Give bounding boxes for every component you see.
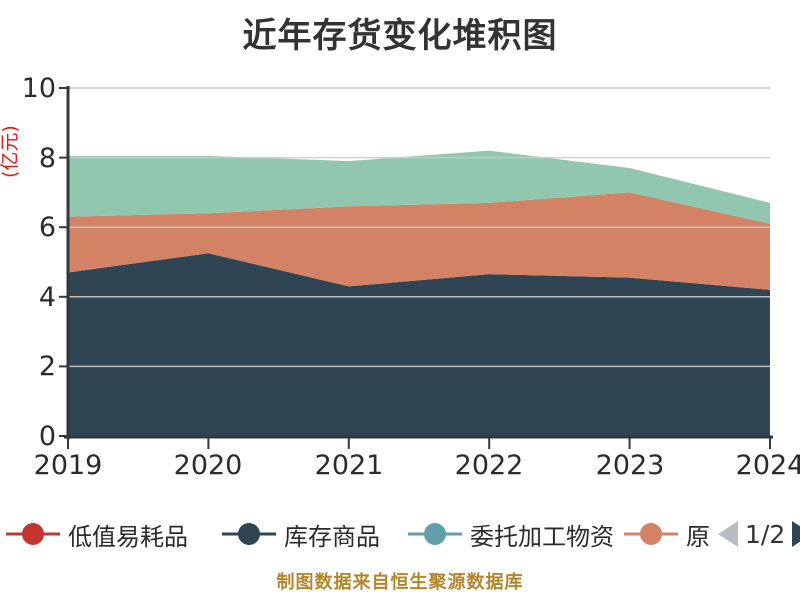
x-tick-label: 2020 — [174, 450, 243, 481]
legend-item-label: 库存商品 — [284, 522, 380, 551]
legend-item-stock-goods[interactable]: 库存商品 — [222, 517, 380, 552]
area-series-unnamed — [68, 150, 770, 224]
y-tick-label: 10 — [22, 73, 56, 104]
y-tick-label: 2 — [39, 351, 56, 382]
x-tick-label: 2021 — [315, 450, 384, 481]
legend-item-label: 委托加工物资 — [470, 522, 614, 551]
legend-item-consigned-processing-materials[interactable]: 委托加工物资 — [408, 517, 614, 552]
area-series-库存商品 — [68, 253, 770, 436]
legend-line-circle-icon — [222, 523, 276, 545]
legend-line-circle-icon — [408, 523, 462, 545]
y-tick-labels: 0 2 4 6 8 10 — [22, 73, 56, 452]
legend-page-indicator: 1/2 — [745, 519, 786, 549]
stacked-area-chart: 0 2 4 6 8 10 2019 2020 2021 2022 2023 20… — [0, 73, 800, 481]
legend-next-page-icon[interactable] — [792, 521, 800, 547]
y-axis-unit-label: (亿元) — [0, 125, 21, 178]
x-tick-label: 2023 — [596, 450, 665, 481]
area-series-group — [68, 150, 770, 436]
gridlines — [68, 87, 770, 368]
chart-title: 近年存货变化堆积图 — [242, 16, 558, 56]
data-source-caption: 制图数据来自恒生聚源数据库 — [276, 572, 524, 593]
area-series-原 — [68, 192, 770, 290]
legend-line-circle-icon — [624, 523, 678, 545]
x-tick-label: 2024 — [736, 450, 800, 481]
legend-item-label: 原 — [686, 522, 710, 551]
y-tick-label: 0 — [39, 421, 56, 452]
legend: 低值易耗品 库存商品 委托加工物资 原 1/2 — [0, 514, 800, 554]
legend-pager: 1/2 — [718, 520, 800, 549]
legend-line-circle-icon — [6, 523, 60, 545]
x-tick-label: 2019 — [34, 450, 103, 481]
legend-item-label: 低值易耗品 — [68, 522, 188, 551]
x-tick-labels: 2019 2020 2021 2022 2023 2024 — [34, 450, 800, 481]
legend-item-low-value-consumables[interactable]: 低值易耗品 — [6, 517, 188, 552]
legend-prev-page-icon[interactable] — [718, 521, 738, 547]
y-tick-label: 6 — [39, 212, 56, 243]
x-tick-label: 2022 — [455, 450, 524, 481]
y-tick-label: 4 — [39, 282, 56, 313]
y-tick-label: 8 — [39, 143, 56, 174]
legend-item-raw-materials[interactable]: 原 — [624, 517, 710, 552]
